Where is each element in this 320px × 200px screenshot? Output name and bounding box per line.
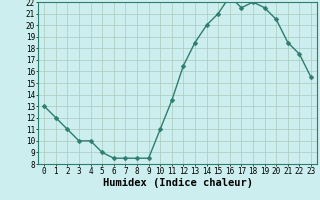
X-axis label: Humidex (Indice chaleur): Humidex (Indice chaleur): [103, 178, 252, 188]
